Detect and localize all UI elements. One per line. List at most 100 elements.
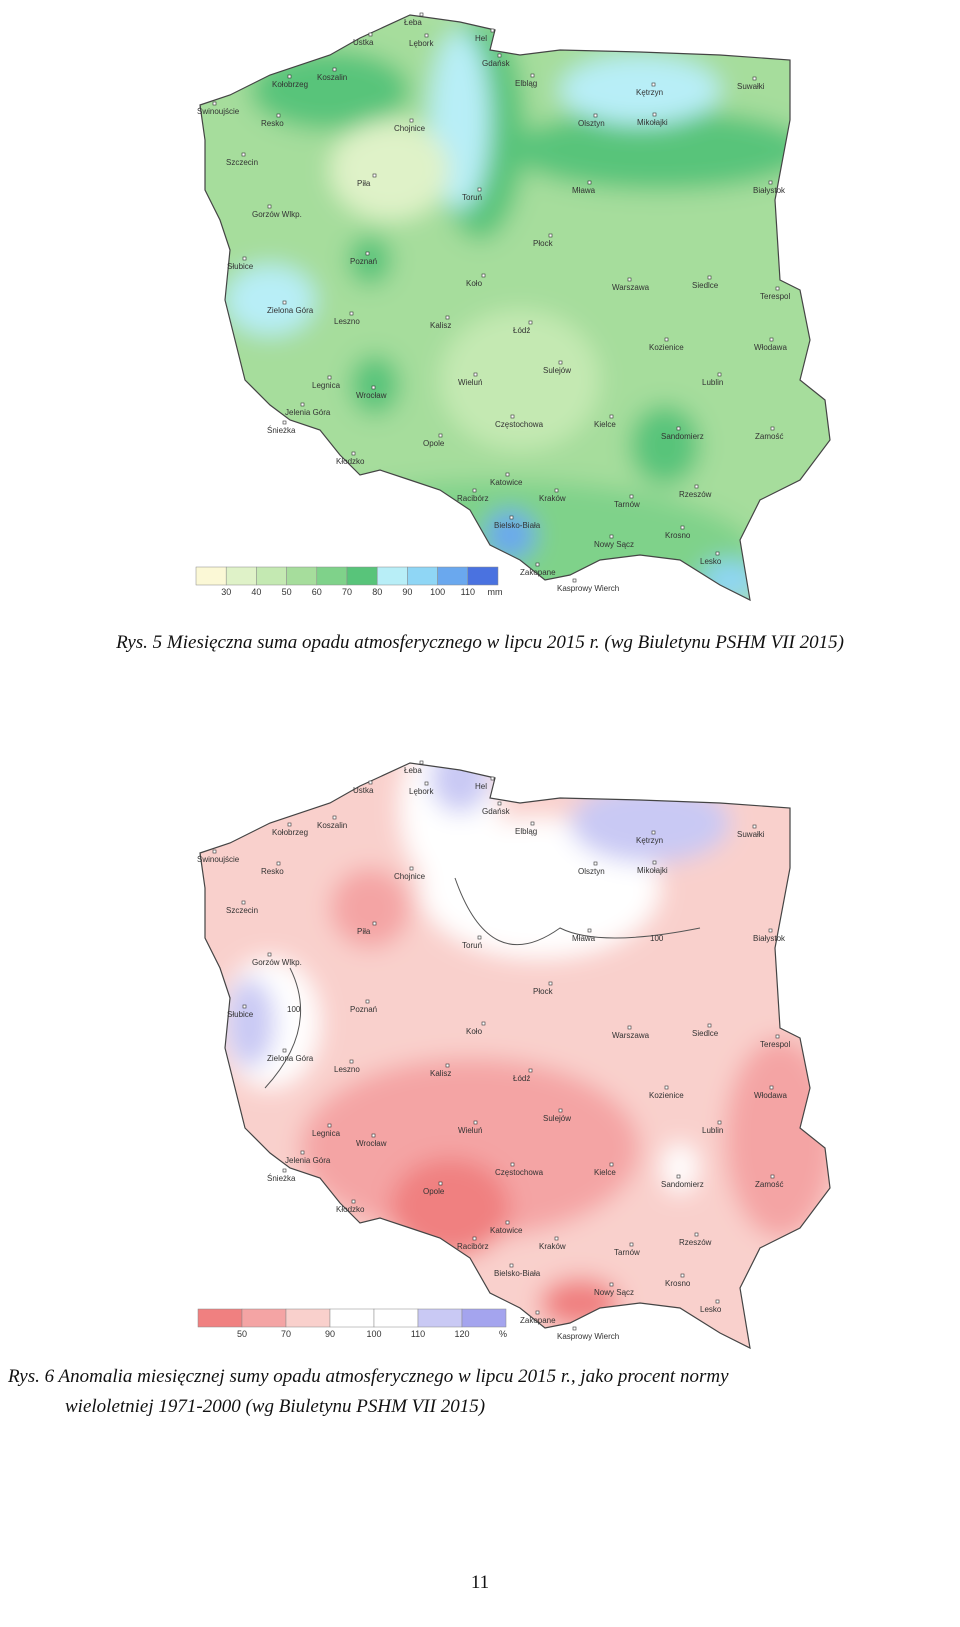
city-label: Racibórz (457, 1242, 489, 1251)
city-marker (548, 233, 553, 238)
city-marker (472, 488, 477, 493)
city-marker (715, 551, 720, 556)
city-label: Suwałki (737, 82, 765, 91)
city-label: Toruń (462, 941, 482, 950)
city-label: Legnica (312, 1129, 341, 1138)
city-label: Koło (466, 279, 483, 288)
city-marker (715, 1299, 720, 1304)
city-label: Resko (261, 867, 284, 876)
page-number: 11 (470, 1572, 490, 1593)
legend-unit: % (499, 1329, 507, 1339)
legend-tick-label: 40 (251, 587, 261, 597)
city-marker (707, 1023, 712, 1028)
city-marker (627, 277, 632, 282)
city-marker (769, 337, 774, 342)
city-marker (680, 1273, 685, 1278)
city-marker (472, 1236, 477, 1241)
legend-swatch (256, 566, 287, 586)
city-marker (587, 180, 592, 185)
city-label: Kłodzko (336, 1205, 365, 1214)
city-marker (530, 821, 535, 826)
city-marker (505, 472, 510, 477)
city-label: Nowy Sącz (594, 1288, 634, 1297)
city-label: Warszawa (612, 1031, 650, 1040)
city-marker (775, 1034, 780, 1039)
city-label: Kołobrzeg (272, 80, 308, 89)
city-marker (609, 534, 614, 539)
city-label: Olsztyn (578, 867, 605, 876)
city-marker (652, 112, 657, 117)
city-label: Rzeszów (679, 1238, 712, 1247)
city-label: Słubice (227, 1010, 254, 1019)
city-marker (680, 525, 685, 530)
city-label: Elbląg (515, 827, 537, 836)
city-label: Nowy Sącz (594, 540, 634, 549)
legend-swatch (373, 1308, 419, 1328)
city-label: Płock (533, 239, 554, 248)
city-label: Katowice (490, 478, 523, 487)
city-label: Zielona Góra (267, 1054, 314, 1063)
city-label: Zielona Góra (267, 306, 314, 315)
city-label: Zamość (755, 432, 783, 441)
city-marker (351, 1199, 356, 1204)
city-marker (445, 1063, 450, 1068)
city-marker (276, 113, 281, 118)
legend-tick-label: 100 (430, 587, 445, 597)
city-label: Mława (572, 934, 596, 943)
city-marker (212, 101, 217, 106)
city-marker (497, 801, 502, 806)
city-marker (676, 1174, 681, 1179)
city-marker (241, 900, 246, 905)
city-label: Katowice (490, 1226, 523, 1235)
city-label: Kasprowy Wierch (557, 1332, 619, 1341)
city-marker (490, 28, 495, 33)
legend-tick-label: 90 (402, 587, 412, 597)
city-marker (490, 776, 495, 781)
city-label: Kołobrzeg (272, 828, 308, 837)
city-marker (510, 414, 515, 419)
city-marker (752, 824, 757, 829)
city-marker (651, 830, 656, 835)
city-label: Zamość (755, 1180, 783, 1189)
city-marker (768, 180, 773, 185)
city-marker (276, 861, 281, 866)
city-label: Olsztyn (578, 119, 605, 128)
city-label: Gorzów Wlkp. (252, 210, 302, 219)
legend-swatch (407, 566, 438, 586)
legend-swatch (376, 566, 408, 586)
city-marker (287, 822, 292, 827)
legend-swatch (461, 1308, 507, 1328)
city-label: Jelenia Góra (285, 1156, 331, 1165)
city-marker (535, 1310, 540, 1315)
city-marker (409, 866, 414, 871)
isoline-label: 100 (650, 934, 664, 943)
city-marker (593, 861, 598, 866)
city-marker (372, 173, 377, 178)
city-label: Wieluń (458, 1126, 482, 1135)
city-label: Poznań (350, 1005, 377, 1014)
city-marker (717, 372, 722, 377)
city-marker (497, 53, 502, 58)
legend-tick-label: 110 (411, 1329, 425, 1339)
city-marker (365, 999, 370, 1004)
city-marker (664, 337, 669, 342)
city-label: Koszalin (317, 73, 347, 82)
city-label: Lublin (702, 1126, 723, 1135)
city-marker (282, 1168, 287, 1173)
city-marker (327, 1123, 332, 1128)
city-marker (473, 1120, 478, 1125)
city-marker (368, 32, 373, 37)
city-label: Kętrzyn (636, 88, 663, 97)
city-label: Łeba (404, 18, 422, 27)
city-label: Wieluń (458, 378, 482, 387)
city-label: Mikołajki (637, 118, 668, 127)
city-marker (332, 815, 337, 820)
city-marker (775, 286, 780, 291)
city-marker (769, 1085, 774, 1090)
city-marker (509, 515, 514, 520)
city-label: Hel (475, 782, 487, 791)
city-label: Częstochowa (495, 420, 544, 429)
city-label: Chojnice (394, 872, 426, 881)
city-marker (409, 118, 414, 123)
